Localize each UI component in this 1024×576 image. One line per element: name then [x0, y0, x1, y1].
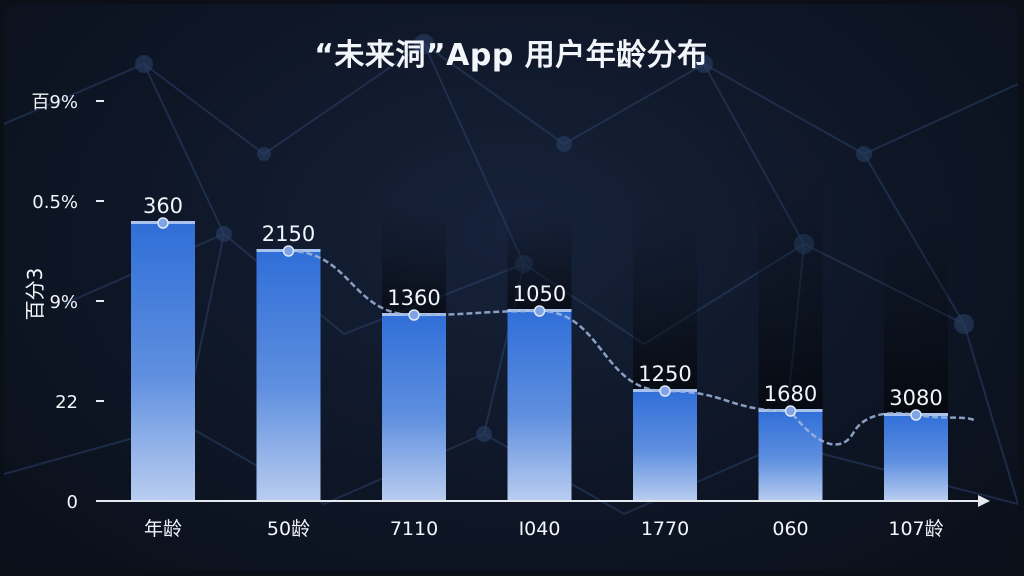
chart-frame: 360 2150 1360 1050 1250 1680 3080 百9% 0.5% 9% 22 0… — [4, 4, 1018, 570]
y-tick-label: 0 — [67, 492, 78, 513]
bar — [884, 413, 948, 501]
data-label: 1050 — [513, 282, 566, 306]
trend-point — [408, 309, 420, 321]
bar — [256, 249, 321, 501]
x-tick-label: 1770 — [641, 518, 689, 540]
bar — [758, 409, 823, 501]
x-tick-label: 060 — [772, 518, 808, 540]
x-tick-label: 107龄 — [888, 518, 943, 540]
bar-shadow — [884, 206, 948, 413]
data-label: 2150 — [262, 222, 315, 246]
bar — [507, 309, 572, 501]
y-tick-label: 百9% — [31, 92, 78, 113]
y-tick-label: 22 — [55, 392, 78, 413]
trend-point — [157, 217, 169, 229]
trend-point — [784, 405, 797, 417]
x-tick-label: I040 — [519, 518, 561, 540]
bar-shadow — [382, 206, 446, 313]
data-label: 1680 — [764, 382, 817, 406]
bar-shadow — [507, 206, 572, 309]
x-axis-arrow — [978, 495, 990, 507]
data-label: 3080 — [889, 386, 942, 410]
data-label: 360 — [143, 194, 183, 218]
bar — [131, 221, 195, 501]
trend-point — [282, 245, 295, 257]
y-tick-label: 0.5% — [32, 192, 78, 213]
x-tick-label: 50龄 — [267, 518, 310, 540]
bar — [633, 389, 697, 501]
y-axis-label: 百分3 — [23, 268, 47, 321]
x-tick-label: 7110 — [390, 518, 438, 540]
bar-shadow — [633, 206, 697, 389]
bar — [382, 313, 446, 501]
trend-point — [659, 385, 671, 397]
data-label: 1360 — [387, 286, 440, 310]
chart-title: “未来洞”App 用户年龄分布 — [314, 38, 708, 73]
x-tick-label: 年龄 — [144, 518, 182, 540]
y-tick-label: 9% — [49, 292, 78, 313]
bar-shadow — [758, 161, 823, 409]
trend-point — [533, 305, 546, 317]
trend-point — [910, 409, 922, 421]
data-label: 1250 — [638, 362, 691, 386]
bar-chart: 360 2150 1360 1050 1250 1680 3080 百9% 0.5% 9% 22 0… — [4, 34, 1018, 540]
